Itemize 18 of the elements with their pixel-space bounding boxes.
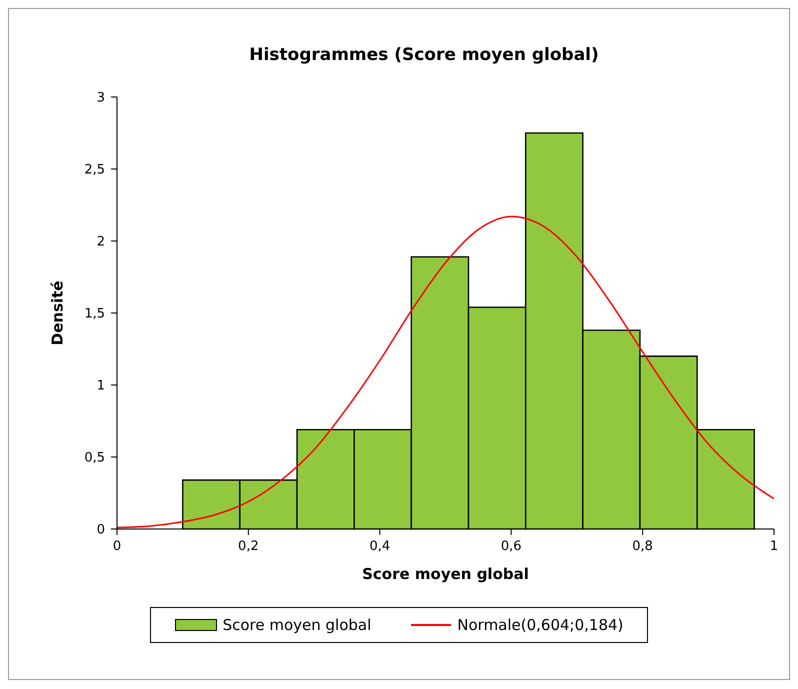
y-tick-label: 0,5 — [84, 450, 105, 466]
y-tick-label: 1 — [96, 378, 105, 394]
x-tick-label: 0,8 — [632, 539, 653, 554]
x-tick-label: 0,2 — [238, 539, 259, 554]
x-axis-title: Score moyen global — [362, 565, 529, 583]
y-tick-label: 2,5 — [84, 162, 105, 178]
chart-title: Histogrammes (Score moyen global) — [248, 44, 600, 65]
y-tick-label: 3 — [96, 90, 105, 106]
x-tick-label: 0 — [112, 539, 122, 554]
x-tick-label: 0,4 — [369, 539, 390, 554]
y-tick-label: 2 — [96, 234, 105, 250]
legend-label: Normale(0,604;0,184) — [456, 616, 624, 634]
x-tick-label: 1 — [770, 539, 778, 554]
y-tick-label: 1,5 — [84, 306, 105, 322]
y-tick-label: 0 — [96, 522, 105, 538]
x-tick-label: 0,6 — [500, 539, 522, 554]
y-axis-title: Densité — [48, 280, 66, 346]
legend-label: Score moyen global — [222, 616, 372, 634]
